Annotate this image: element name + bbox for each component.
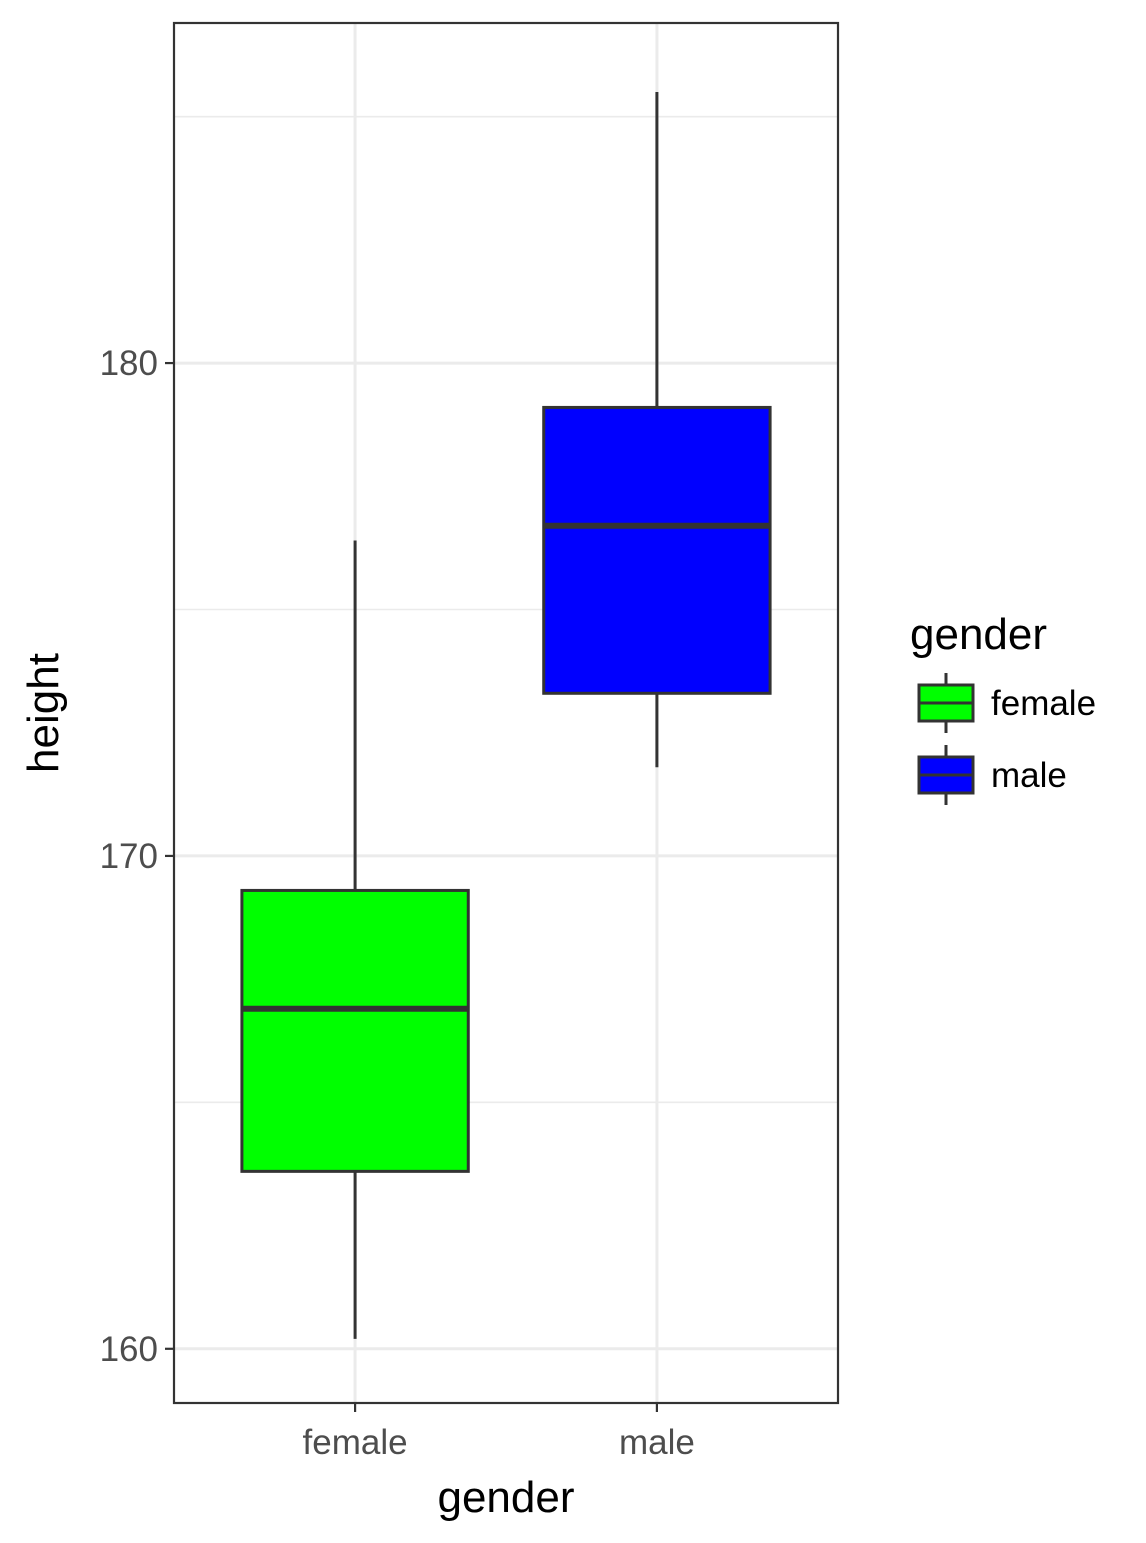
box-series: [240, 92, 772, 1339]
legend-label: male: [991, 756, 1067, 795]
y-tick-label: 180: [100, 344, 158, 383]
x-axis: female male: [303, 1403, 695, 1462]
plot-panel-background: [174, 23, 838, 1403]
legend: gender female male: [910, 610, 1096, 805]
box-body: [240, 888, 470, 1173]
legend-label: female: [991, 684, 1096, 723]
x-tick-label: male: [619, 1423, 695, 1462]
box-male: [542, 92, 772, 768]
box-female: [240, 540, 470, 1339]
x-axis-title: gender: [437, 1473, 574, 1522]
legend-keys: female male: [917, 673, 1096, 805]
box-body: [542, 405, 772, 695]
legend-key-female: female: [917, 673, 1096, 733]
y-axis: 160 170 180: [100, 344, 174, 1369]
legend-title: gender: [910, 610, 1047, 659]
y-tick-label: 160: [100, 1330, 158, 1369]
y-axis-title: height: [19, 653, 68, 773]
legend-key-male: male: [917, 745, 1067, 805]
y-tick-label: 170: [100, 837, 158, 876]
plot-panel-border: [172, 21, 840, 1405]
x-tick-label: female: [303, 1423, 408, 1462]
